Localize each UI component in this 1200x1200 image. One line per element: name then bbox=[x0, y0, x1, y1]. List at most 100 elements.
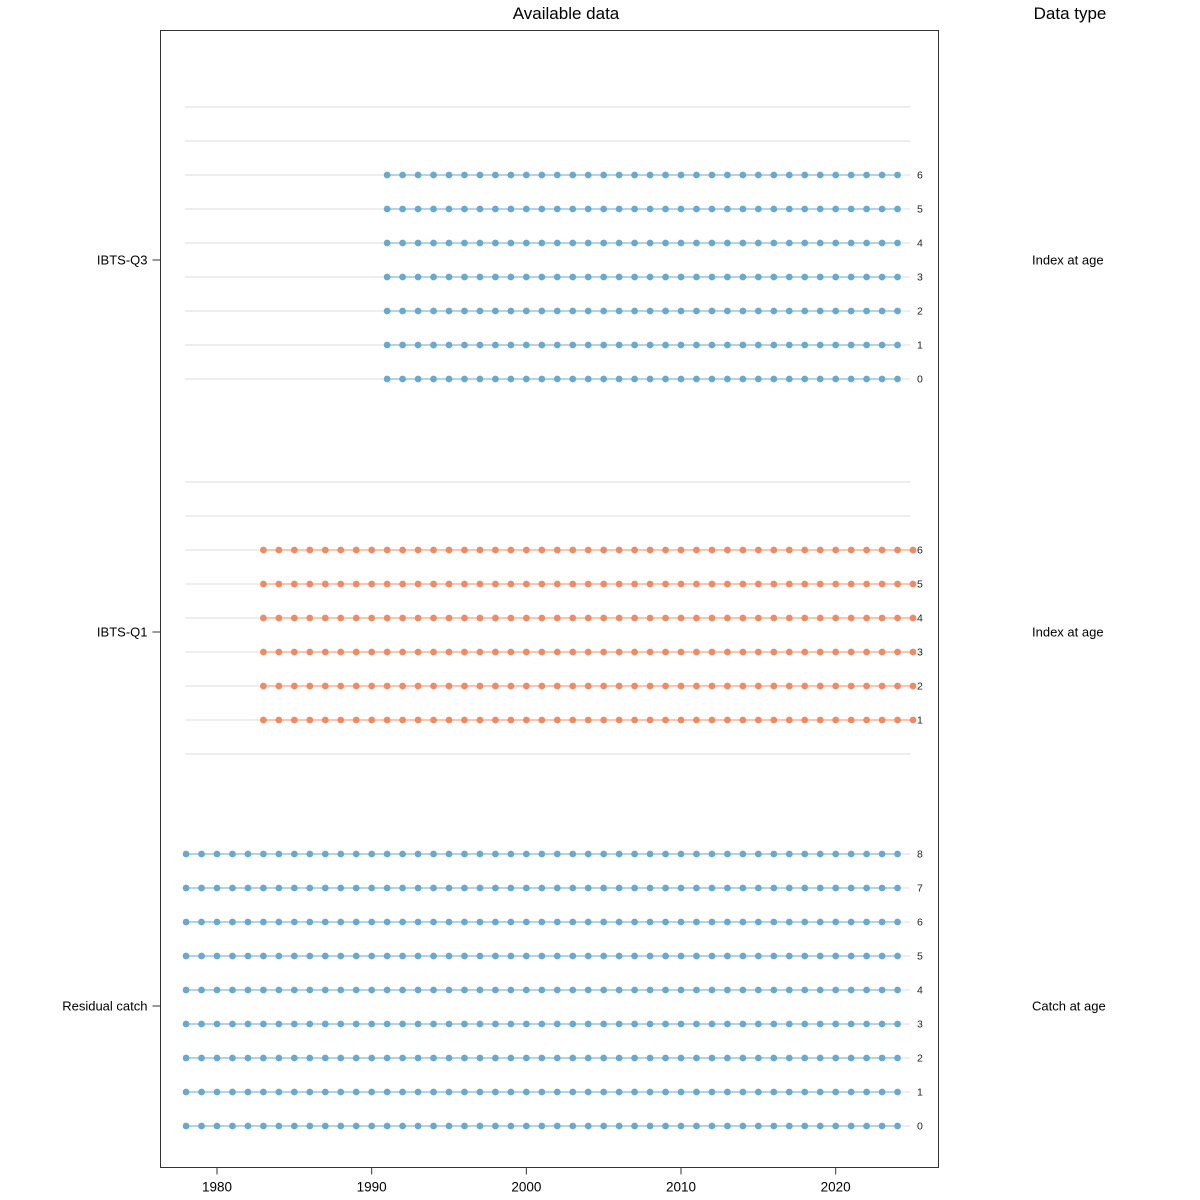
data-point bbox=[538, 341, 546, 349]
data-point bbox=[383, 682, 391, 690]
data-point bbox=[569, 1122, 577, 1130]
data-point bbox=[600, 1020, 608, 1028]
x-tick-label: 1980 bbox=[202, 1180, 232, 1195]
data-point bbox=[708, 986, 716, 994]
data-point bbox=[507, 682, 515, 690]
data-point bbox=[476, 850, 484, 858]
data-point bbox=[584, 648, 592, 656]
data-point bbox=[693, 850, 700, 858]
data-point bbox=[445, 307, 453, 315]
data-point bbox=[878, 580, 886, 588]
data-point bbox=[430, 614, 437, 622]
data-point bbox=[708, 171, 716, 179]
data-point bbox=[878, 682, 886, 690]
data-point bbox=[847, 341, 855, 349]
data-point bbox=[816, 273, 824, 281]
data-point bbox=[383, 986, 391, 994]
data-point bbox=[801, 546, 809, 554]
data-point bbox=[321, 884, 329, 892]
data-point bbox=[553, 884, 561, 892]
data-point bbox=[832, 986, 840, 994]
data-point bbox=[894, 1020, 901, 1028]
data-point bbox=[229, 918, 236, 926]
data-point bbox=[693, 614, 700, 622]
data-point bbox=[754, 1122, 762, 1130]
data-point bbox=[290, 1054, 298, 1062]
data-point bbox=[677, 239, 685, 247]
data-point bbox=[909, 682, 917, 690]
data-point bbox=[290, 614, 298, 622]
data-point bbox=[538, 648, 546, 656]
data-point bbox=[414, 171, 422, 179]
data-point bbox=[461, 1088, 468, 1096]
data-point bbox=[708, 239, 716, 247]
data-point bbox=[538, 986, 546, 994]
data-point bbox=[832, 205, 840, 213]
data-point bbox=[584, 716, 592, 724]
data-point bbox=[260, 682, 267, 690]
data-point bbox=[414, 1088, 422, 1096]
data-point bbox=[476, 614, 484, 622]
data-point bbox=[584, 884, 592, 892]
data-point bbox=[461, 307, 468, 315]
data-point bbox=[631, 205, 639, 213]
data-point bbox=[724, 171, 731, 179]
age-label: 5 bbox=[917, 951, 923, 963]
data-point bbox=[615, 307, 623, 315]
data-point bbox=[337, 580, 345, 588]
data-point bbox=[770, 1122, 778, 1130]
data-point bbox=[414, 546, 422, 554]
data-point bbox=[878, 614, 886, 622]
data-point bbox=[878, 341, 886, 349]
data-point bbox=[708, 546, 716, 554]
x-tick-label: 2010 bbox=[666, 1180, 696, 1195]
data-point bbox=[878, 952, 886, 960]
data-point bbox=[816, 952, 824, 960]
data-point bbox=[600, 205, 608, 213]
data-point bbox=[306, 580, 314, 588]
data-point bbox=[894, 205, 901, 213]
data-point bbox=[693, 884, 700, 892]
age-label: 6 bbox=[917, 917, 923, 929]
data-point bbox=[847, 986, 855, 994]
data-point bbox=[894, 239, 901, 247]
data-point bbox=[584, 614, 592, 622]
data-point bbox=[754, 375, 762, 383]
data-point bbox=[306, 1122, 314, 1130]
data-point bbox=[847, 1020, 855, 1028]
data-point bbox=[708, 1088, 716, 1096]
data-point bbox=[352, 546, 360, 554]
data-point bbox=[785, 375, 793, 383]
age-label: 6 bbox=[917, 170, 923, 182]
data-point bbox=[754, 1054, 762, 1062]
data-point bbox=[430, 682, 437, 690]
data-point bbox=[522, 307, 530, 315]
age-label: 8 bbox=[917, 849, 923, 861]
data-point bbox=[352, 1054, 360, 1062]
data-point bbox=[631, 375, 639, 383]
data-point bbox=[708, 1054, 716, 1062]
data-point bbox=[476, 682, 484, 690]
data-point bbox=[863, 648, 871, 656]
data-point bbox=[461, 375, 468, 383]
data-point bbox=[724, 1122, 731, 1130]
data-point bbox=[383, 716, 391, 724]
data-point bbox=[260, 1054, 267, 1062]
age-label: 1 bbox=[917, 1087, 923, 1099]
data-point bbox=[708, 850, 716, 858]
data-point bbox=[321, 986, 329, 994]
data-point bbox=[677, 580, 685, 588]
data-point bbox=[399, 1088, 407, 1096]
data-point bbox=[414, 682, 422, 690]
data-point bbox=[816, 648, 824, 656]
data-point bbox=[816, 205, 824, 213]
data-point bbox=[306, 716, 314, 724]
data-point bbox=[507, 952, 515, 960]
data-point bbox=[600, 648, 608, 656]
data-point bbox=[569, 884, 577, 892]
data-point bbox=[507, 273, 515, 281]
data-point bbox=[693, 341, 700, 349]
age-label: 7 bbox=[917, 883, 923, 895]
data-point bbox=[275, 682, 283, 690]
data-point bbox=[631, 918, 639, 926]
